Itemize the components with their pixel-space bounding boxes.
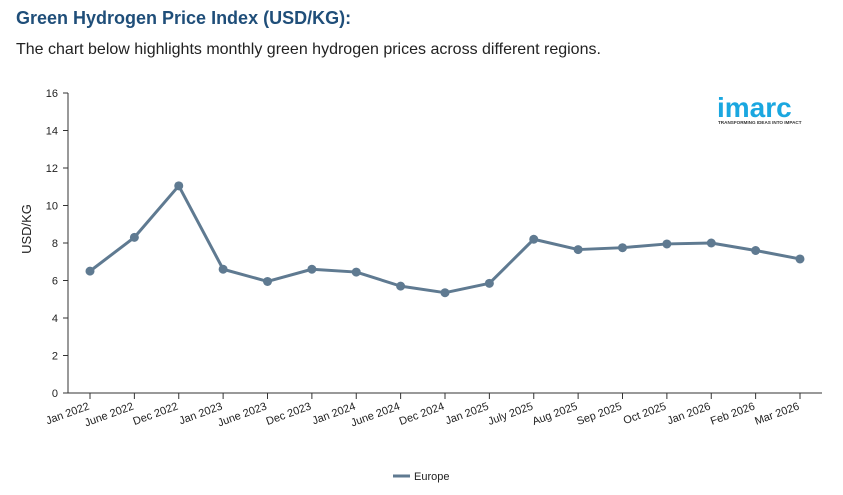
data-point[interactable] [263, 276, 272, 286]
data-point[interactable] [706, 238, 716, 248]
data-point[interactable] [795, 254, 805, 264]
data-point[interactable] [307, 264, 317, 274]
data-point[interactable] [218, 264, 228, 274]
data-point[interactable] [573, 245, 583, 255]
y-axis: 0 2 4 6 8 10 12 14 16 [46, 88, 69, 400]
x-tick-label: Dec 2022 [131, 401, 179, 428]
y-tick-label: 0 [52, 388, 58, 400]
data-point[interactable] [85, 266, 95, 276]
y-tick-label: 4 [52, 313, 58, 325]
y-tick-label: 6 [52, 276, 58, 288]
x-tick-label: Jan 2026 [666, 401, 713, 428]
data-point[interactable] [618, 243, 627, 253]
y-tick-label: 12 [46, 163, 58, 175]
x-tick-label: Jan 2025 [444, 401, 491, 428]
data-point[interactable] [351, 267, 361, 277]
x-tick-label: July 2025 [486, 401, 534, 428]
legend-label: Europe [414, 471, 449, 483]
imarc-logo: imarc TRANSFORMING IDEAS INTO IMPACT [717, 92, 802, 125]
y-tick-label: 8 [52, 238, 58, 250]
x-tick-label: Oct 2025 [622, 401, 668, 428]
x-tick-label: Feb 2026 [709, 401, 757, 428]
data-point[interactable] [529, 234, 539, 244]
data-point[interactable] [174, 181, 184, 191]
data-point[interactable] [396, 281, 406, 291]
series-line-europe [89, 184, 801, 295]
x-tick-label: June 2023 [216, 401, 268, 430]
logo-tagline: TRANSFORMING IDEAS INTO IMPACT [718, 120, 802, 125]
logo-wordmark: imarc [717, 92, 792, 123]
legend[interactable]: Europe [393, 471, 449, 483]
data-point[interactable] [751, 246, 761, 255]
y-tick-label: 2 [52, 351, 58, 363]
y-tick-label: 14 [46, 126, 58, 138]
series-layer [85, 181, 805, 298]
data-point[interactable] [129, 232, 139, 242]
x-tick-label: Aug 2025 [531, 401, 579, 428]
data-point[interactable] [484, 278, 494, 288]
x-tick-label: Mar 2026 [753, 401, 801, 428]
x-tick-label: Dec 2024 [398, 401, 446, 428]
x-tick-label: June 2024 [349, 401, 401, 430]
page-title: Green Hydrogen Price Index (USD/KG): [16, 8, 352, 28]
x-tick-label: Sep 2025 [575, 401, 623, 428]
data-point[interactable] [440, 288, 450, 298]
data-point[interactable] [662, 239, 672, 249]
y-axis-title: USD/KG [19, 204, 34, 254]
y-tick-label: 10 [46, 201, 58, 213]
x-tick-label: June 2022 [83, 401, 135, 430]
page-subtitle: The chart below highlights monthly green… [16, 41, 601, 58]
x-tick-label: Dec 2023 [265, 401, 313, 428]
y-tick-label: 16 [46, 88, 58, 100]
